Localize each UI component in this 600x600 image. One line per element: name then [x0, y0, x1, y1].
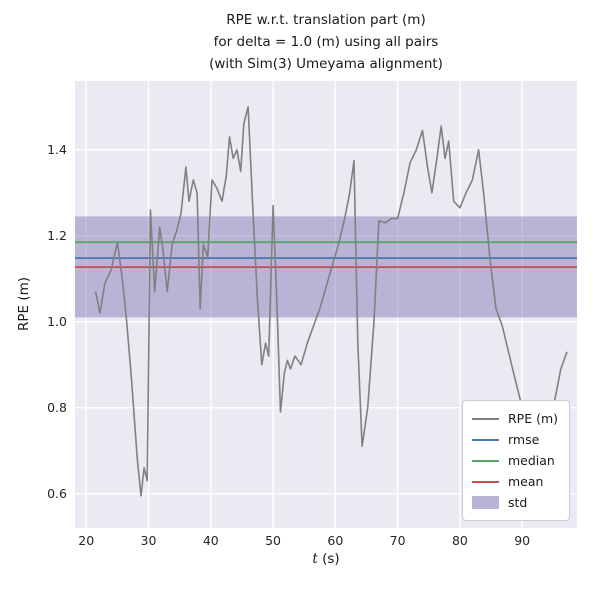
legend-band-swatch: [471, 496, 499, 509]
chart-title-line-1: RPE w.r.t. translation part (m): [226, 12, 426, 28]
legend-label: RPE (m): [507, 411, 558, 426]
legend-item-rmse: rmse: [471, 429, 558, 450]
x-tick-label: 90: [514, 533, 531, 548]
rpe-line: [94, 105, 568, 508]
x-axis-label-var: t: [312, 551, 318, 567]
legend-line-swatch: [471, 480, 499, 483]
legend-label: median: [507, 453, 555, 468]
legend-item-median: median: [471, 450, 558, 471]
x-axis-label: t (s): [75, 551, 577, 567]
plot-area: RPE (m) rmse median mean std: [75, 81, 577, 528]
y-tick-label: 1.0: [47, 313, 67, 329]
x-tick-label: 80: [451, 533, 468, 548]
legend-line-swatch: [471, 459, 499, 462]
chart-title-line-2: for delta = 1.0 (m) using all pairs: [213, 34, 439, 50]
x-tick-label: 50: [265, 533, 281, 548]
y-tick-label: 0.8: [47, 399, 67, 415]
x-tick-label: 30: [140, 533, 157, 548]
chart-title: RPE w.r.t. translation part (m) for delt…: [75, 9, 577, 75]
x-tick-label: 60: [327, 533, 344, 548]
legend-label: rmse: [507, 432, 540, 447]
legend-label: mean: [507, 474, 544, 489]
y-tick-label: 1.4: [47, 141, 67, 157]
x-tick-label: 40: [202, 533, 219, 548]
legend-line-swatch: [471, 417, 499, 420]
y-tick-label: 1.2: [47, 227, 67, 243]
legend-item-mean: mean: [471, 471, 558, 492]
legend-item-std: std: [471, 492, 558, 513]
plot-canvas: [75, 81, 577, 528]
y-tick-label: 0.6: [47, 485, 67, 501]
legend: RPE (m) rmse median mean std: [461, 400, 570, 521]
x-tick-label: 20: [78, 533, 95, 548]
x-tick-label: 70: [389, 533, 406, 548]
legend-label: std: [507, 495, 528, 510]
legend-item-rpe-m: RPE (m): [471, 408, 558, 429]
legend-line-swatch: [471, 438, 499, 441]
chart-title-line-3: (with Sim(3) Umeyama alignment): [209, 56, 443, 72]
x-axis-label-unit: (s): [317, 551, 340, 567]
